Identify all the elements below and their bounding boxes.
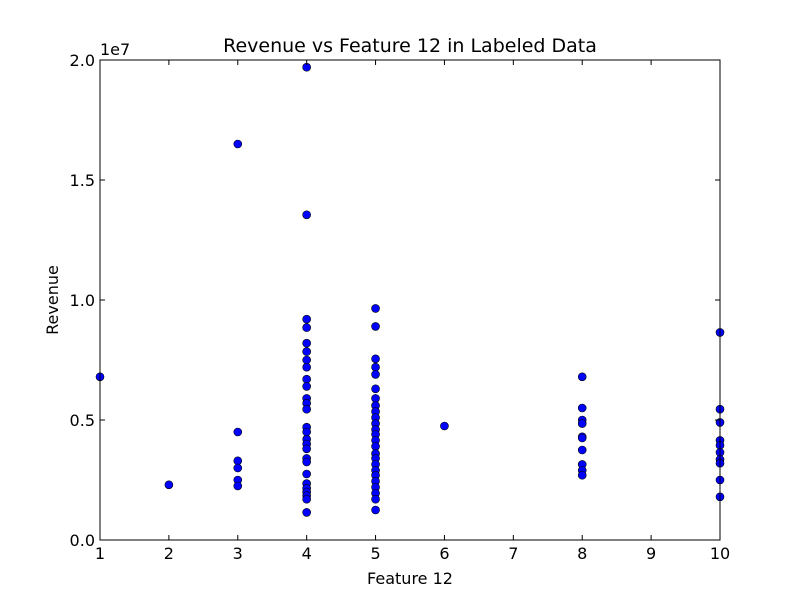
data-point [233,481,243,491]
data-point [577,470,587,480]
data-point [302,494,311,504]
data-point [302,362,311,372]
chart-title: Revenue vs Feature 12 in Labeled Data [223,35,597,57]
data-point [302,469,311,479]
data-point [371,354,380,364]
y-tick-label: 0.0 [70,531,95,550]
data-point [302,374,311,384]
x-tick-label: 3 [233,544,243,563]
x-tick-label: 10 [710,544,730,563]
data-point [302,404,311,414]
x-tick-label: 2 [164,544,174,563]
data-point [302,427,311,437]
data-point [577,445,587,455]
data-point [371,394,380,403]
data-point [371,384,380,394]
x-axis-ticks: 1 2 3 4 5 6 7 8 9 10 [95,60,730,563]
data-point [302,323,311,332]
data-point [302,508,311,517]
data-point [302,314,311,324]
data-point [577,419,587,428]
data-point [233,463,243,473]
plot-frame [99,59,721,541]
data-point [302,355,311,365]
x-tick-label: 8 [577,544,587,563]
data-point [302,347,311,356]
data-point [164,480,174,490]
data-point [233,456,243,466]
x-axis-label: Feature 12 [367,569,453,588]
data-point [371,442,380,451]
data-point [302,457,311,467]
y-tick-label: 2.0 [70,51,95,70]
data-point [233,427,243,437]
data-point [371,494,380,504]
data-point [371,505,380,515]
data-point [577,372,587,382]
y-tick-label: 1.5 [70,171,95,190]
y-tick-label: 0.5 [70,411,95,430]
data-point [302,210,311,220]
y-tick-label: 1.0 [70,291,95,310]
y-axis-label: Revenue [43,265,62,335]
x-tick-label: 9 [646,544,656,563]
x-tick-label: 7 [508,544,518,563]
x-tick-label: 6 [439,544,449,563]
data-point [302,338,311,348]
data-point [302,382,311,391]
data-point [371,362,380,372]
x-tick-label: 4 [302,544,312,563]
y-axis-ticks: 0.0 0.5 1.0 1.5 2.0 [70,51,720,550]
data-point [371,304,380,313]
data-point [371,322,380,331]
data-point [440,421,449,431]
data-point [302,444,311,454]
data-point [577,403,587,413]
data-point [371,370,380,379]
points-layer [95,62,725,517]
x-tick-label: 5 [370,544,380,563]
x-tick-label: 1 [95,544,105,563]
data-point [577,433,587,443]
data-point [233,139,243,149]
y-multiplier-label: 1e7 [100,40,130,59]
